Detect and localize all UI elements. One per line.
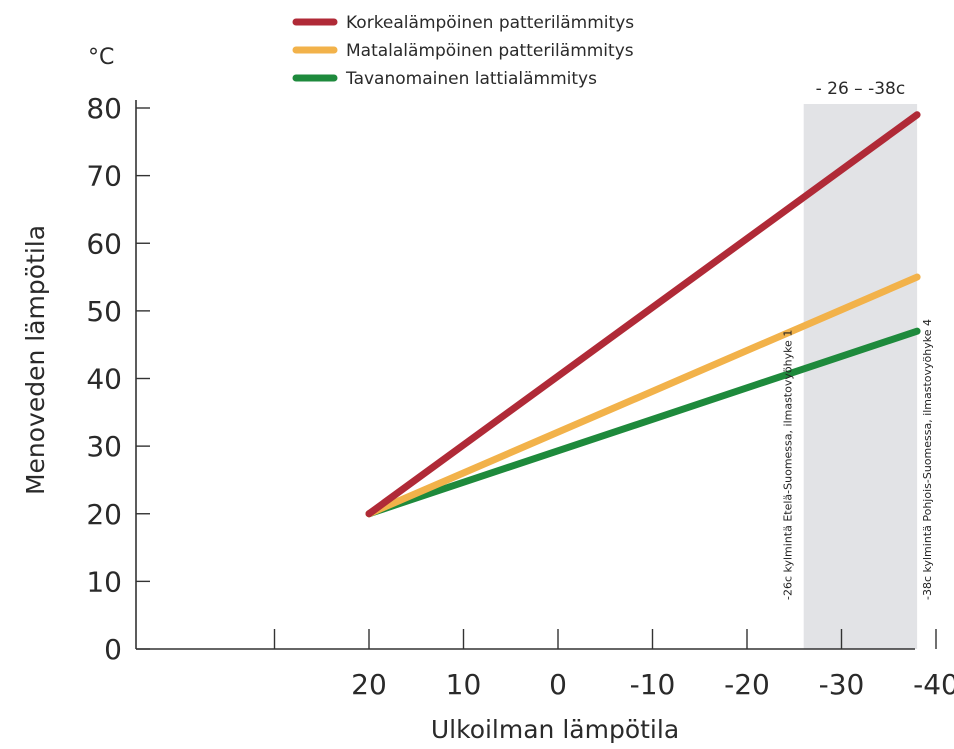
legend: Korkealämpöinen patterilämmitys Matalaläm… — [292, 13, 634, 89]
series-lines — [365, 111, 921, 518]
x-tick-label: -20 — [724, 668, 770, 701]
band-label: - 26 – -38c — [816, 79, 906, 99]
x-tick-label: 0 — [549, 668, 567, 701]
x-tick-label: -10 — [630, 668, 676, 701]
y-tick-label: 60 — [86, 227, 122, 260]
y-tick-label: 80 — [86, 92, 122, 125]
annotations: -26c kylmintä Etelä-Suomessa, ilmastovyö… — [782, 319, 934, 600]
y-axis-title: Menoveden lämpötila — [21, 225, 50, 495]
legend-label: Matalalämpöinen patterilämmitys — [346, 41, 634, 61]
legend-label: Tavanomainen lattialämmitys — [345, 69, 597, 89]
series-line — [365, 111, 921, 518]
y-tick-label: 50 — [86, 295, 122, 328]
y-tick-label: 10 — [86, 565, 122, 598]
cold-band — [803, 104, 918, 649]
x-ticks: 20 10 0 -10 -20 -30 -40 — [273, 629, 954, 701]
x-tick-label: -40 — [913, 668, 954, 701]
series-line — [365, 273, 921, 518]
y-tick-label: 30 — [86, 430, 122, 463]
y-tick-label: 70 — [86, 160, 122, 193]
x-axis-title: Ulkoilman lämpötila — [431, 715, 679, 744]
series-line — [365, 327, 921, 518]
annotation-label: -26c kylmintä Etelä-Suomessa, ilmastovyö… — [782, 330, 795, 600]
x-tick-label: 10 — [446, 668, 482, 701]
legend-label: Korkealämpöinen patterilämmitys — [346, 13, 634, 33]
y-unit-label: °C — [88, 45, 114, 70]
x-tick-label: 20 — [351, 668, 387, 701]
y-tick-label: 20 — [86, 498, 122, 531]
y-ticks: 0 10 20 30 40 50 60 70 80 — [86, 92, 150, 666]
y-tick-label: 0 — [104, 633, 122, 666]
annotation-label: -38c kylmintä Pohjois-Suomessa, ilmastov… — [921, 319, 934, 600]
y-tick-label: 40 — [86, 363, 122, 396]
x-tick-label: -30 — [819, 668, 865, 701]
